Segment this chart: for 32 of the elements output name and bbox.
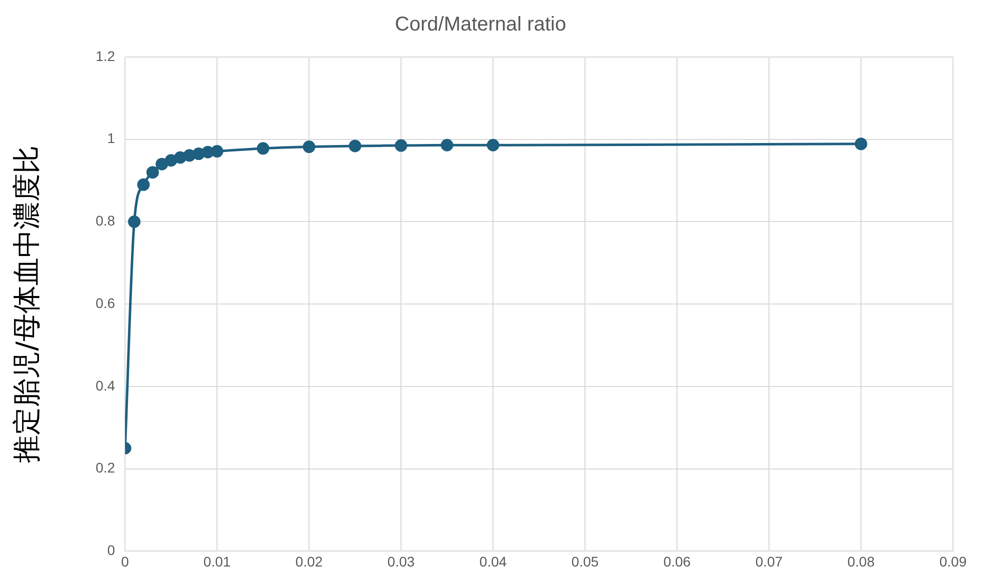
point — [156, 158, 168, 170]
point — [256, 142, 270, 155]
point — [164, 154, 178, 167]
x-tick-label: 0.02 — [295, 553, 323, 570]
x-tick-label: 0.03 — [387, 553, 415, 570]
x-tick-label: 0.06 — [663, 553, 691, 570]
point — [394, 139, 408, 152]
y-tick-label: 1 — [107, 130, 116, 146]
x-tick-label: 0.01 — [203, 553, 231, 570]
y-tick-label: 0.4 — [96, 377, 116, 394]
point — [348, 140, 362, 152]
y-tick-label: 0.6 — [96, 294, 116, 311]
y-tick-label: 0.8 — [96, 212, 116, 229]
x-tick-label: 0.07 — [755, 553, 783, 570]
x-tick-label: 0.05 — [571, 553, 599, 570]
point — [137, 178, 150, 191]
point — [854, 138, 868, 150]
point — [128, 215, 141, 228]
x-tick-label: 0.09 — [939, 553, 967, 570]
x-tick-label: 0.04 — [479, 553, 507, 570]
chart-title: Cord/Maternal ratio — [394, 14, 566, 36]
point — [440, 138, 454, 152]
y-axis-title: 推定胎児/母体血中濃度比 — [10, 145, 44, 463]
point — [302, 140, 316, 154]
y-tick-label: 1.2 — [96, 48, 116, 64]
point — [146, 166, 159, 179]
y-tick-label: 0 — [107, 542, 116, 558]
x-tick-label: 0.08 — [847, 553, 875, 570]
y-tick-label: 0.2 — [96, 460, 116, 476]
x-tick-label: 0 — [121, 553, 130, 570]
point — [486, 138, 500, 152]
point — [210, 145, 224, 158]
